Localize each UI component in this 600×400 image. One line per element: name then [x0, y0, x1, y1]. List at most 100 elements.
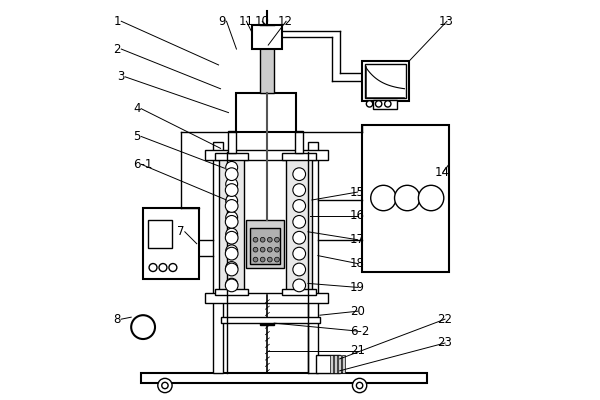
Bar: [260, 45, 274, 93]
Bar: [286, 158, 312, 291]
Text: 7: 7: [177, 225, 184, 238]
Text: 9: 9: [218, 15, 226, 28]
Circle shape: [226, 195, 238, 207]
Bar: [247, 220, 284, 268]
Circle shape: [293, 168, 305, 180]
Text: 22: 22: [437, 313, 452, 326]
Circle shape: [268, 237, 272, 242]
Circle shape: [371, 185, 396, 211]
Circle shape: [293, 200, 305, 212]
Circle shape: [253, 237, 258, 242]
Bar: [342, 355, 345, 373]
Bar: [143, 208, 199, 280]
Bar: [218, 158, 244, 291]
Bar: [148, 220, 172, 248]
Circle shape: [162, 382, 168, 389]
Circle shape: [293, 216, 305, 228]
Text: 4: 4: [133, 102, 140, 115]
Circle shape: [226, 247, 238, 260]
Text: 3: 3: [117, 70, 125, 83]
Circle shape: [226, 162, 238, 173]
Bar: [228, 131, 236, 153]
Text: 13: 13: [439, 15, 454, 28]
Bar: [212, 142, 223, 373]
Bar: [250, 228, 280, 264]
Text: 16: 16: [350, 209, 365, 222]
Bar: [141, 373, 427, 383]
Circle shape: [293, 247, 305, 260]
Bar: [365, 64, 406, 98]
Circle shape: [253, 257, 258, 262]
Bar: [253, 25, 282, 49]
Circle shape: [253, 247, 258, 252]
Text: 6-1: 6-1: [133, 158, 152, 171]
Bar: [295, 131, 303, 153]
Text: 20: 20: [350, 305, 365, 318]
Circle shape: [226, 168, 238, 180]
Bar: [338, 355, 341, 373]
Circle shape: [226, 200, 238, 212]
Circle shape: [226, 263, 238, 276]
Circle shape: [275, 237, 280, 242]
Text: 17: 17: [350, 233, 365, 246]
Circle shape: [226, 228, 238, 240]
Text: 5: 5: [133, 130, 140, 143]
Circle shape: [356, 382, 363, 389]
Bar: [330, 355, 333, 373]
Bar: [282, 288, 316, 294]
Text: 10: 10: [254, 15, 269, 28]
Bar: [334, 355, 337, 373]
Text: 6-2: 6-2: [350, 324, 369, 338]
Text: 11: 11: [238, 15, 253, 28]
Bar: [236, 93, 296, 132]
Circle shape: [268, 257, 272, 262]
Circle shape: [395, 185, 420, 211]
Bar: [215, 288, 248, 294]
Text: 21: 21: [350, 344, 365, 358]
Text: 1: 1: [113, 15, 121, 28]
Circle shape: [226, 245, 238, 257]
Text: 23: 23: [437, 336, 452, 350]
Bar: [316, 355, 340, 373]
Text: 12: 12: [278, 15, 293, 28]
Circle shape: [131, 315, 155, 339]
Circle shape: [293, 279, 305, 292]
Circle shape: [226, 279, 238, 292]
Circle shape: [275, 257, 280, 262]
Text: 19: 19: [350, 281, 365, 294]
Text: 8: 8: [113, 313, 121, 326]
Circle shape: [275, 247, 280, 252]
Text: 14: 14: [435, 166, 450, 179]
Bar: [221, 317, 320, 323]
Bar: [215, 153, 248, 160]
Circle shape: [226, 216, 238, 228]
Circle shape: [260, 257, 265, 262]
Circle shape: [226, 178, 238, 190]
Text: 18: 18: [350, 257, 365, 270]
Circle shape: [226, 231, 238, 244]
Circle shape: [367, 101, 373, 107]
Circle shape: [260, 247, 265, 252]
Circle shape: [226, 184, 238, 196]
Circle shape: [293, 263, 305, 276]
Bar: [308, 142, 318, 373]
Bar: [260, 318, 274, 325]
Bar: [282, 153, 316, 160]
Bar: [373, 100, 397, 109]
Circle shape: [149, 264, 157, 272]
Bar: [205, 150, 328, 160]
Text: 2: 2: [113, 42, 121, 56]
Circle shape: [293, 231, 305, 244]
Circle shape: [158, 378, 172, 393]
Circle shape: [385, 101, 391, 107]
Circle shape: [159, 264, 167, 272]
Bar: [362, 124, 449, 272]
Circle shape: [418, 185, 444, 211]
Circle shape: [169, 264, 177, 272]
Circle shape: [293, 184, 305, 196]
Bar: [362, 61, 409, 101]
Circle shape: [376, 101, 382, 107]
Circle shape: [260, 237, 265, 242]
Text: 15: 15: [350, 186, 365, 198]
Circle shape: [352, 378, 367, 393]
